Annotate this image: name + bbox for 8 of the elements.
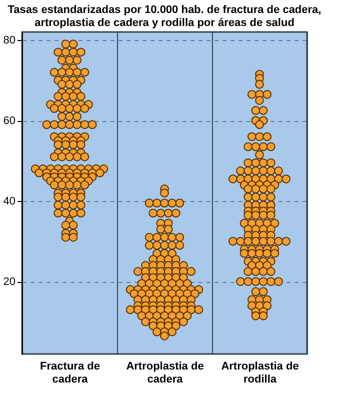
x-tick-label: Fractura de cadera (40, 360, 100, 386)
y-tick-label: 20 (3, 276, 16, 288)
y-tick-label: 40 (3, 196, 16, 208)
y-tick-label: 80 (3, 34, 16, 47)
x-tick-label: Artroplastia de rodilla (221, 360, 299, 386)
y-tick-label: 60 (3, 115, 16, 128)
x-tick-label: Artroplastia de cadera (126, 360, 204, 386)
chart-title: Tasas estandarizadas por 10.000 hab. de fractura de cadera, artroplastia de cadera y rodilla por áreas de salud (8, 4, 322, 29)
